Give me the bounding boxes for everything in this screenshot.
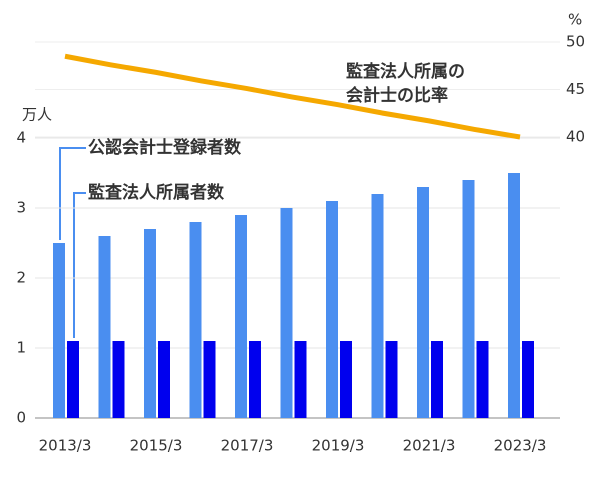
bar [508, 173, 520, 418]
bar [203, 341, 216, 418]
y2-tick-label: 45 [566, 80, 585, 98]
y-tick-label: 1 [16, 339, 26, 357]
y-tick-label: 0 [16, 409, 26, 427]
bar [158, 341, 170, 418]
y2-tick-label: 40 [566, 128, 585, 146]
bar [98, 236, 111, 418]
x-tick-label: 2019/3 [312, 437, 365, 455]
series-label: 監査法人所属者数 [88, 183, 224, 203]
bar [144, 229, 156, 418]
x-tick-label: 2021/3 [403, 437, 456, 455]
bar [340, 341, 352, 418]
bar [417, 187, 429, 418]
x-tick-label: 2017/3 [221, 437, 274, 455]
bar [112, 341, 125, 418]
callout [59, 147, 86, 240]
line [64, 53, 521, 140]
bar [522, 341, 534, 418]
y-tick-label: 4 [16, 129, 26, 147]
bar [326, 201, 338, 418]
series-label: 公認会計士登録者数 [88, 138, 241, 158]
bar [385, 341, 398, 418]
callout [73, 192, 86, 338]
bar [53, 243, 65, 418]
bar [476, 341, 489, 418]
y-tick-label: 3 [16, 199, 26, 217]
bar [462, 180, 475, 418]
y-unit: 万人 [22, 106, 52, 124]
bar [371, 194, 384, 418]
bar [280, 208, 293, 418]
x-tick-label: 2013/3 [39, 437, 92, 455]
bar [431, 341, 443, 418]
x-tick-label: 2015/3 [130, 437, 183, 455]
bar [294, 341, 307, 418]
bar [249, 341, 261, 418]
bar [235, 215, 247, 418]
x-tick-label: 2023/3 [494, 437, 547, 455]
series-label: 監査法人所属の会計士の比率 [346, 62, 465, 106]
y2-unit: % [568, 11, 582, 29]
y2-tick-label: 50 [566, 33, 585, 51]
y-tick-label: 2 [16, 269, 26, 287]
bar [67, 341, 79, 418]
bar [189, 222, 202, 418]
